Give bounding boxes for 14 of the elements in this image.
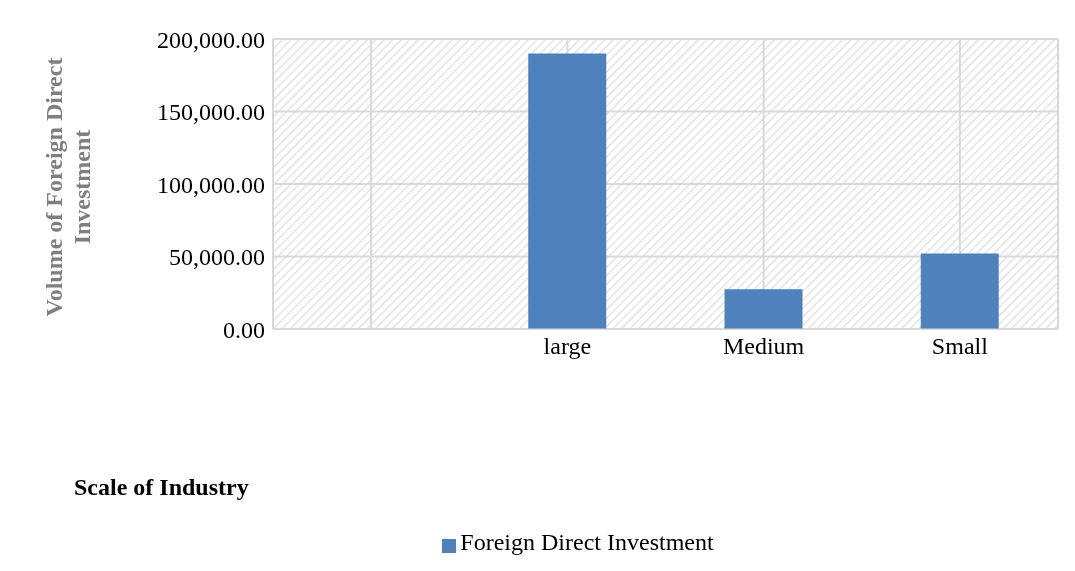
x-tick-label: Small xyxy=(931,333,989,360)
bar xyxy=(724,289,803,329)
legend-label: Foreign Direct Investment xyxy=(460,529,714,555)
x-tick-label: Medium xyxy=(722,333,805,360)
bar xyxy=(920,253,999,329)
y-axis-title: Volume of Foreign Direct Investment xyxy=(41,57,95,317)
y-tick-label: 200,000.00 xyxy=(157,26,265,53)
x-tick-label: large xyxy=(543,333,592,360)
y-tick-label: 150,000.00 xyxy=(157,99,265,126)
y-tick-label: 50,000.00 xyxy=(169,244,265,271)
y-tick-label: 100,000.00 xyxy=(157,171,265,198)
bar xyxy=(528,53,607,329)
y-tick-label: 0.00 xyxy=(223,316,265,343)
x-axis-title: Scale of Industry xyxy=(74,474,249,500)
